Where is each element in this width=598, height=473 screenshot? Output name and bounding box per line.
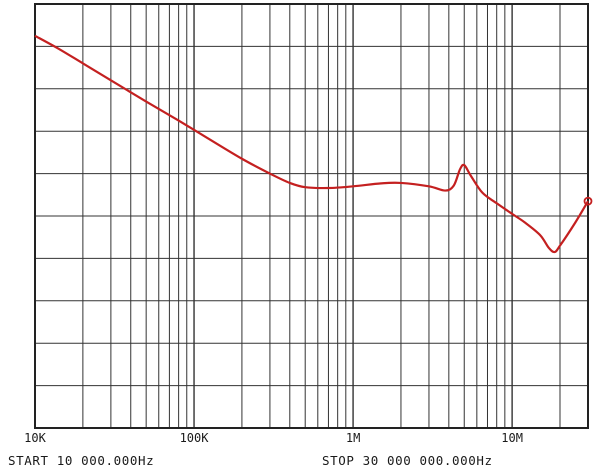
grid — [34, 3, 589, 429]
x-tick-label: 10M — [501, 431, 523, 445]
x-tick-label: 1M — [346, 431, 360, 445]
series-group — [34, 34, 593, 254]
x-tick-label: 100K — [180, 431, 210, 445]
marker-point — [583, 196, 593, 206]
series-line — [34, 34, 589, 254]
plot-frame — [34, 3, 589, 429]
x-tick-labels: 10K 100K 1M 10M — [24, 431, 523, 445]
start-frequency-label: START 10 000.000Hz — [8, 453, 155, 468]
x-tick-label: 10K — [24, 431, 46, 445]
stop-frequency-label: STOP 30 000 000.000Hz — [322, 453, 493, 468]
